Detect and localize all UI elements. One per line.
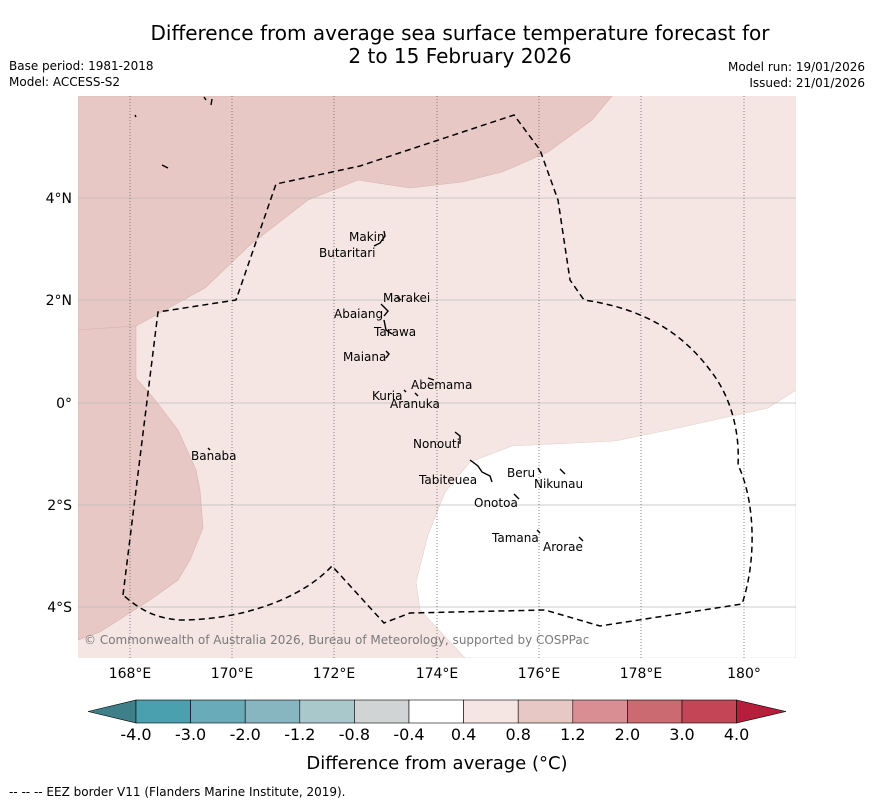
colorbar-arrow-right — [736, 699, 787, 724]
colorbar-segment-9 — [572, 699, 628, 724]
colorbar-tick-label: -4.0 — [120, 725, 151, 744]
x-tick-168e: 168°E — [109, 666, 152, 682]
anomaly-band-north — [78, 96, 613, 331]
model-name: Model: ACCESS-S2 — [9, 75, 121, 89]
island-outline-abemama — [427, 377, 435, 381]
island-label-makin: Makin — [349, 230, 385, 244]
island-label-tamana: Tamana — [491, 531, 539, 545]
anomaly-band-west — [78, 325, 204, 641]
colorbar-tick-label: 2.0 — [615, 725, 640, 744]
eez-border — [122, 114, 753, 627]
colorbar-segment-2 — [190, 699, 246, 724]
island-outline-nikunau — [559, 468, 566, 475]
chart-title: Difference from average sea surface temp… — [0, 22, 873, 68]
x-tick-174e: 174°E — [416, 666, 459, 682]
x-axis-ticks: 168°E 170°E 172°E 174°E 176°E 178°E 180° — [109, 666, 761, 682]
x-tick-180: 180° — [727, 666, 761, 682]
colorbar-tick-label: 4.0 — [724, 725, 749, 744]
map-area: Makin Butaritari Marakei Abaiang Tarawa … — [78, 96, 796, 658]
island-label-kuria: Kuria — [372, 389, 403, 403]
copyright-notice: © Commonwealth of Australia 2026, Bureau… — [84, 633, 589, 647]
island-label-banaba: Banaba — [191, 449, 237, 463]
colorbar-tick-label: 0.4 — [451, 725, 476, 744]
meta-right: Model run: 19/01/2026 Issued: 21/01/2026 — [728, 59, 865, 91]
y-tick-2s: 2°S — [47, 498, 72, 514]
colorbar-label: Difference from average (°C) — [306, 753, 567, 774]
island-outline-n4 — [161, 164, 169, 169]
colorbar-tick-label: -1.2 — [284, 725, 315, 744]
island-outline-beru — [537, 467, 542, 474]
island-outline-nonouti — [454, 431, 461, 444]
island-label-aranuka: Aranuka — [390, 397, 440, 411]
island-outline-tamana — [536, 529, 541, 534]
island-outlines — [134, 96, 584, 542]
island-outline-n3 — [134, 114, 137, 118]
colorbar-tick-label: 0.8 — [505, 725, 530, 744]
island-label-nikunau: Nikunau — [534, 477, 583, 491]
colorbar-segment-7 — [463, 699, 519, 724]
colorbar-segment-5 — [354, 699, 410, 724]
island-outline-butaritari — [373, 230, 386, 247]
island-outline-tabiteuea — [469, 459, 493, 483]
colorbar-tick-label: -0.8 — [339, 725, 370, 744]
island-outline-marakei — [396, 296, 402, 301]
colorbar-segment-10 — [627, 699, 683, 724]
anomaly-band-neutral — [415, 389, 796, 658]
title-line-2: 2 to 15 February 2026 — [348, 44, 572, 68]
y-tick-2n: 2°N — [46, 293, 72, 309]
colorbar-segment-4 — [299, 699, 355, 724]
island-label-tarawa: Tarawa — [373, 325, 416, 339]
y-tick-4n: 4°N — [46, 191, 72, 207]
island-label-tabiteuea: Tabiteuea — [418, 473, 477, 487]
island-label-arorae: Arorae — [543, 540, 583, 554]
title-line-1: Difference from average sea surface temp… — [150, 21, 770, 45]
island-label-onotoa: Onotoa — [474, 496, 518, 510]
island-label-maiana: Maiana — [343, 350, 386, 364]
island-outline-maiana — [385, 350, 390, 359]
colorbar-tick-label: 1.2 — [560, 725, 585, 744]
island-outline-abaiang — [380, 303, 389, 317]
y-axis-ticks: 4°N 2°N 0° 2°S 4°S — [46, 191, 73, 616]
x-tick-176e: 176°E — [518, 666, 561, 682]
island-label-butaritari: Butaritari — [319, 246, 376, 260]
meta-left: Base period: 1981-2018 Model: ACCESS-S2 — [9, 58, 154, 90]
island-label-beru: Beru — [507, 466, 535, 480]
colorbar-tick-label: -2.0 — [230, 725, 261, 744]
colorbar — [87, 699, 787, 724]
colorbar-segment-1 — [135, 699, 191, 724]
island-outline-kuria — [403, 389, 407, 393]
colorbar-segment-11 — [681, 699, 737, 724]
x-tick-178e: 178°E — [620, 666, 663, 682]
colorbar-tick-label: -3.0 — [175, 725, 206, 744]
island-outline-aranuka — [414, 392, 419, 397]
island-label-marakei: Marakei — [383, 291, 430, 305]
colorbar-segment-3 — [244, 699, 301, 724]
x-tick-170e: 170°E — [211, 666, 254, 682]
colorbar-ticks: -4.0 -3.0 -2.0 -1.2 -0.8 -0.4 0.4 0.8 1.2 2.0 3.0 4… — [120, 725, 749, 744]
colorbar-segment-8 — [517, 699, 574, 724]
eez-footnote: -- -- -- EEZ border V11 (Flanders Marine… — [9, 785, 346, 799]
x-tick-172e: 172°E — [313, 666, 356, 682]
colorbar-arrow-left — [87, 699, 137, 724]
model-run: Model run: 19/01/2026 — [727, 60, 865, 74]
y-tick-0: 0° — [56, 396, 72, 412]
island-outline-tarawa — [383, 319, 393, 335]
island-outline-arorae — [578, 536, 584, 542]
island-label-abaiang: Abaiang — [334, 307, 383, 321]
island-label-abemama: Abemama — [411, 378, 472, 392]
colorbar-tick-label: -0.4 — [393, 725, 424, 744]
colorbar-tick-label: 3.0 — [669, 725, 694, 744]
colorbar-segment-6 — [408, 699, 464, 724]
issued-date: Issued: 21/01/2026 — [749, 76, 865, 90]
y-tick-4s: 4°S — [47, 600, 72, 616]
island-label-nonouti: Nonouti — [413, 437, 460, 451]
base-period: Base period: 1981-2018 — [9, 59, 154, 73]
island-outline-banaba — [207, 447, 211, 451]
island-outline-n2 — [210, 98, 213, 106]
island-outline-onotoa — [513, 493, 520, 500]
island-outline-n1 — [203, 96, 207, 101]
